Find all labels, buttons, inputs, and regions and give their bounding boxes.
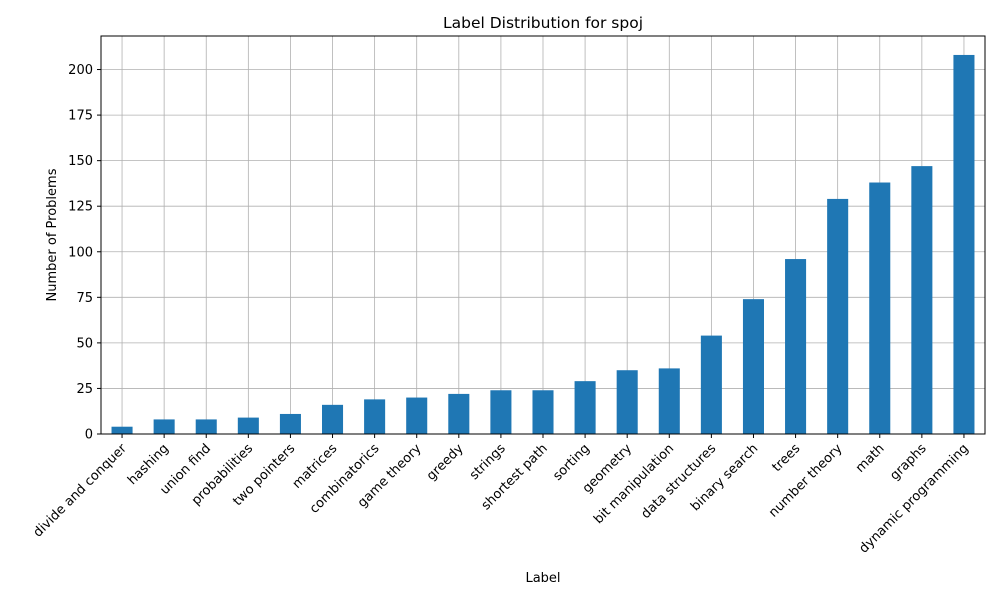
bar [574, 381, 596, 434]
y-tick-label: 100 [68, 245, 93, 260]
bar [364, 399, 386, 434]
bar [953, 54, 975, 434]
bar [111, 426, 133, 434]
y-tick-label: 75 [76, 291, 93, 306]
bar-layer [111, 54, 975, 434]
bar [153, 419, 175, 434]
bar [785, 259, 807, 434]
bar [279, 413, 301, 434]
bar [911, 166, 933, 434]
y-axis-label: Number of Problems [45, 168, 60, 301]
bar [616, 370, 638, 434]
y-tick-label: 175 [68, 109, 93, 124]
y-tick-label: 50 [76, 336, 93, 351]
chart-title: Label Distribution for spoj [443, 14, 643, 32]
bar [532, 390, 554, 434]
bar [406, 397, 428, 434]
bar [700, 335, 722, 434]
y-tick-label: 25 [76, 382, 93, 397]
bar [827, 198, 849, 434]
bar [448, 393, 470, 434]
bar [237, 417, 259, 434]
y-tick-label: 200 [68, 63, 93, 78]
y-tick-label: 125 [68, 200, 93, 215]
x-axis-label: Label [525, 571, 560, 586]
y-tick-label: 0 [85, 428, 93, 443]
bar [490, 390, 512, 434]
bar [658, 368, 680, 434]
bar [742, 299, 764, 434]
bar [195, 419, 217, 434]
y-tick-label: 150 [68, 154, 93, 169]
bar [869, 182, 891, 434]
bar [322, 404, 344, 434]
